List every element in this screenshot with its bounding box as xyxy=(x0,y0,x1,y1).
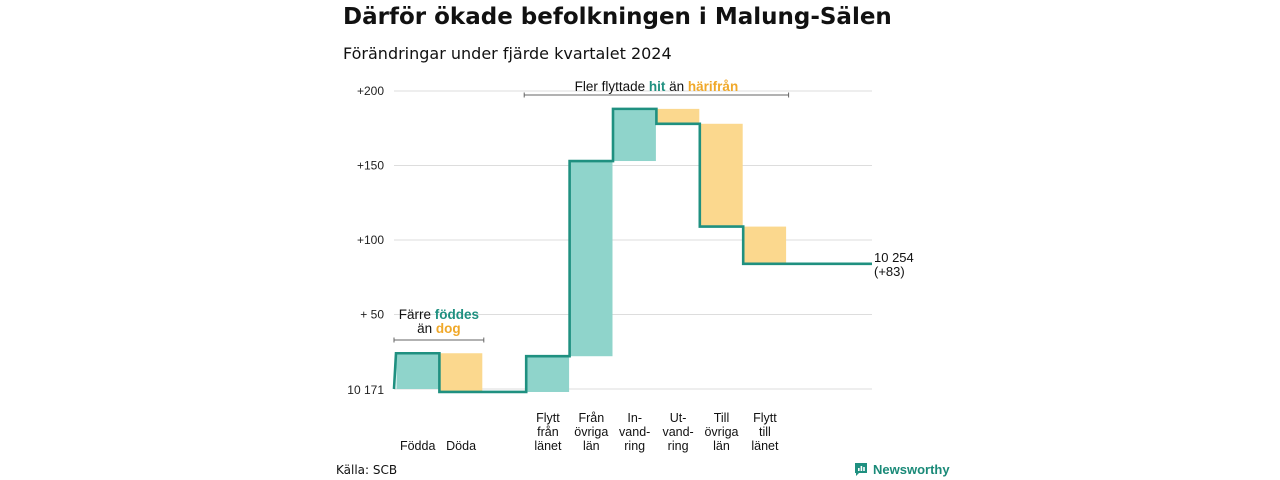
category-label: Flytt xyxy=(753,411,777,425)
category-label: övriga xyxy=(574,425,608,439)
y-tick-label: +100 xyxy=(357,233,384,247)
category-label: till xyxy=(759,425,771,439)
category-label: övriga xyxy=(704,425,738,439)
category-label: Till xyxy=(714,411,730,425)
annotation-births-deaths: än dog xyxy=(417,321,461,336)
annotation-span: Fler flyttade xyxy=(575,79,649,94)
chart-subtitle: Förändringar under fjärde kvartalet 2024 xyxy=(343,44,672,63)
annotation-births-deaths: Färre föddes xyxy=(399,307,479,322)
category-label: länet xyxy=(751,439,779,453)
annotation-migration: Fler flyttade hit än härifrån xyxy=(575,79,739,94)
category-label: Ut- xyxy=(670,411,687,425)
annotation-span: hit xyxy=(649,79,666,94)
brand-name: Newsworthy xyxy=(873,461,950,477)
source-note: Källa: SCB xyxy=(336,463,398,477)
category-label: länet xyxy=(534,439,562,453)
waterfall-bar xyxy=(439,353,483,392)
annotation-span: än xyxy=(665,79,688,94)
annotation-span: Färre xyxy=(399,307,435,322)
waterfall-bar xyxy=(743,226,787,264)
chart-title: Därför ökade befolkningen i Malung-Sälen xyxy=(343,4,892,30)
category-label: vand- xyxy=(619,425,650,439)
start-value-label: 10 171 xyxy=(347,383,384,397)
y-tick-label: +150 xyxy=(357,159,384,173)
category-label: län xyxy=(713,439,730,453)
waterfall-bar xyxy=(396,353,439,389)
category-label: vand- xyxy=(662,425,693,439)
annotation-span: dog xyxy=(436,321,461,336)
waterfall-bar xyxy=(613,108,656,162)
waterfall-bar xyxy=(656,108,700,124)
waterfall-bar xyxy=(570,161,613,357)
annotation-span: än xyxy=(417,321,436,336)
category-label: län xyxy=(583,439,600,453)
end-change-label: (+83) xyxy=(874,264,905,279)
newsworthy-logo-icon xyxy=(855,463,867,476)
category-label: Födda xyxy=(400,439,435,453)
annotation-span: härifrån xyxy=(688,79,738,94)
end-value-label: 10 254 xyxy=(874,250,914,265)
category-label: In- xyxy=(627,411,642,425)
brand-logo[interactable]: Newsworthy xyxy=(853,461,950,477)
y-tick-label: +200 xyxy=(357,84,384,98)
cumulative-step-line xyxy=(392,107,872,394)
category-label: Flytt xyxy=(536,411,560,425)
category-label: Döda xyxy=(446,439,476,453)
category-label: ring xyxy=(624,439,645,453)
category-label: från xyxy=(537,425,559,439)
annotation-span: föddes xyxy=(435,307,479,322)
y-tick-label: + 50 xyxy=(360,308,384,322)
category-label: Från xyxy=(578,411,604,425)
waterfall-bar xyxy=(700,123,743,227)
waterfall-bar xyxy=(526,356,570,392)
category-label: ring xyxy=(668,439,689,453)
